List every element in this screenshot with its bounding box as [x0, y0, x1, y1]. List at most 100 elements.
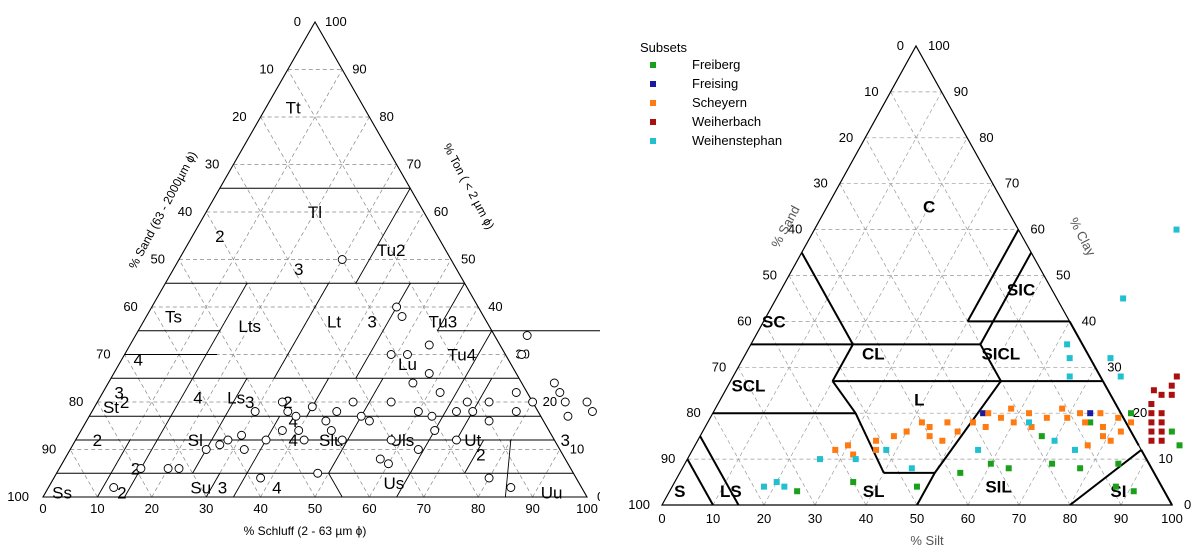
bottom-tick-label: 0: [39, 501, 46, 516]
data-point: [313, 468, 323, 478]
data-point: [239, 445, 249, 454]
left-tick-label: 80: [686, 405, 700, 420]
ternary-chart-german: 0 10 20 30 40 50 60 70 80 90 100010203040506070809…: [7, 14, 600, 538]
grid-line: [864, 137, 1071, 506]
class-label: Su: [190, 479, 211, 498]
class-label: SICL: [981, 345, 1020, 364]
class-boundary: [137, 283, 248, 474]
data-point: [484, 473, 494, 483]
data-point: [413, 445, 423, 454]
left-tick-label: 50: [151, 252, 165, 267]
legend-label: Scheyern: [692, 95, 747, 110]
left-tick-label: 0: [897, 38, 904, 53]
data-point: [383, 459, 393, 469]
bottom-tick-label: 60: [961, 511, 975, 526]
class-label: 3: [245, 393, 254, 412]
right-tick-label: 90: [954, 84, 968, 99]
grid-line: [532, 449, 561, 498]
grid-line: [788, 275, 918, 506]
data-point-scheyern: [1115, 414, 1122, 421]
data-point-freiberg: [850, 479, 857, 486]
class-label: Us: [383, 474, 404, 493]
data-point-weihenstephan: [908, 465, 915, 472]
data-point-scheyern: [1107, 437, 1114, 444]
data-point-scheyern: [969, 419, 976, 426]
data-point-freiberg: [1049, 460, 1056, 467]
right-tick-label: 40: [488, 299, 502, 314]
bottom-tick-label: 50: [308, 501, 322, 516]
data-point: [582, 397, 592, 407]
class-boundary: [442, 330, 493, 417]
data-point: [517, 350, 527, 359]
grid-line: [477, 401, 533, 498]
bottom-tick-label: 40: [253, 501, 267, 516]
class-label: S: [674, 482, 685, 501]
data-point: [528, 397, 538, 407]
class-label: Ss: [52, 483, 72, 502]
data-point-weiherbach: [1158, 437, 1165, 444]
data-point-weiherbach: [1158, 410, 1165, 417]
class-boundary: [233, 416, 281, 498]
data-point-freiberg: [1112, 483, 1119, 490]
data-point-freising: [1087, 410, 1094, 417]
data-point: [555, 388, 565, 397]
left-tick-label: 90: [661, 451, 675, 466]
right-tick-label: 10: [570, 442, 584, 457]
data-point-freiberg: [1176, 442, 1183, 449]
data-point-scheyern: [926, 433, 933, 440]
data-point-scheyern: [1082, 419, 1089, 426]
class-label: St: [103, 398, 119, 417]
class-label: Tl: [308, 203, 322, 222]
data-point-freiberg: [1115, 460, 1122, 467]
data-point: [427, 411, 437, 421]
data-point-scheyern: [954, 428, 961, 435]
data-point: [468, 407, 478, 416]
data-point-weihenstephan: [781, 483, 788, 490]
right-tick-label: 20: [543, 394, 557, 409]
data-point-scheyern: [1084, 442, 1091, 449]
data-point-scheyern: [903, 428, 910, 435]
class-label: 2: [283, 393, 292, 412]
grid-line: [1120, 458, 1147, 506]
data-point-weiherbach: [1150, 387, 1157, 394]
legend-swatch: [650, 100, 656, 106]
data-point-scheyern: [926, 423, 933, 430]
data-point: [424, 340, 434, 350]
right-tick-label: 40: [1082, 313, 1096, 328]
class-boundary: [916, 472, 936, 506]
data-point-weihenstephan: [1026, 419, 1033, 426]
data-point: [348, 397, 358, 407]
data-point-weihenstephan: [773, 479, 780, 486]
left-tick-label: 10: [259, 62, 273, 77]
data-point-freiberg: [1130, 488, 1137, 495]
data-point: [413, 407, 423, 416]
legend-swatch: [650, 138, 656, 144]
class-boundary: [192, 378, 248, 474]
class-label: Lt: [327, 312, 341, 331]
grid-line: [712, 91, 942, 506]
legend-label: Weihenstephan: [692, 133, 782, 148]
class-label: Sl: [188, 431, 203, 450]
class-boundary: [831, 343, 854, 382]
bottom-tick-label: 100: [1161, 511, 1183, 526]
class-label: 2: [120, 393, 129, 412]
class-boundary: [97, 439, 131, 498]
data-point: [332, 407, 342, 416]
class-label: Tu2: [377, 241, 406, 260]
bottom-tick-label: 20: [145, 501, 159, 516]
data-points-left: [109, 255, 597, 492]
data-point-freiberg: [957, 469, 964, 476]
data-point: [386, 397, 396, 407]
class-label: 3: [114, 384, 123, 403]
bottom-tick-label: 20: [757, 511, 771, 526]
right-tick-label: 20: [1133, 405, 1147, 420]
bottom-tick-label: 40: [859, 511, 873, 526]
data-point-freiberg: [1077, 465, 1084, 472]
class-label: 2: [215, 227, 224, 246]
data-point-scheyern: [985, 410, 992, 417]
data-point-scheyern: [1026, 410, 1032, 417]
class-boundary: [933, 380, 1002, 474]
class-boundary: [699, 435, 740, 506]
class-boundary: [1069, 449, 1142, 506]
